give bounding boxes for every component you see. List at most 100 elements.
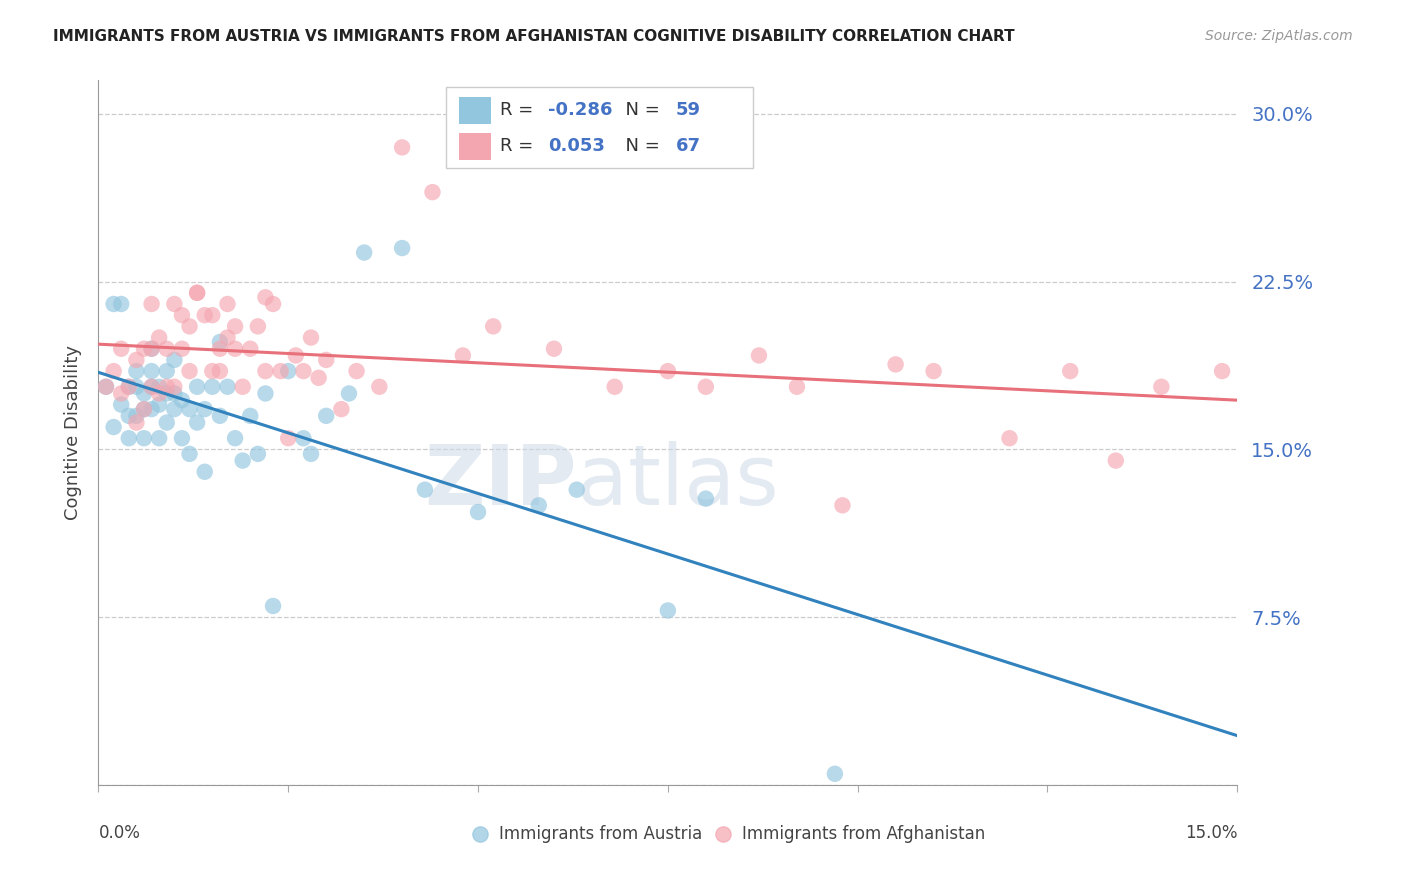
Point bbox=[170, 393, 193, 408]
Point bbox=[194, 465, 217, 479]
Point bbox=[170, 431, 193, 445]
Point bbox=[451, 348, 474, 362]
Point bbox=[201, 380, 224, 394]
Point bbox=[194, 308, 217, 322]
Point bbox=[156, 386, 179, 401]
Point bbox=[224, 342, 246, 356]
Point bbox=[824, 766, 846, 780]
Point bbox=[292, 431, 315, 445]
Point bbox=[217, 380, 239, 394]
Point bbox=[884, 358, 907, 372]
Point bbox=[315, 352, 337, 367]
Point bbox=[186, 285, 208, 300]
Point bbox=[1059, 364, 1081, 378]
Point bbox=[246, 447, 269, 461]
Point bbox=[308, 371, 330, 385]
Text: 0.0%: 0.0% bbox=[98, 823, 141, 842]
Text: atlas: atlas bbox=[576, 442, 779, 523]
Point bbox=[141, 342, 163, 356]
Point bbox=[110, 386, 132, 401]
Point bbox=[118, 380, 141, 394]
Point bbox=[292, 364, 315, 378]
Point bbox=[179, 447, 201, 461]
Point bbox=[270, 364, 292, 378]
Point bbox=[179, 364, 201, 378]
Point bbox=[330, 402, 353, 417]
Text: N =: N = bbox=[614, 101, 666, 119]
Text: R =: R = bbox=[501, 136, 546, 155]
Point bbox=[132, 431, 155, 445]
Point bbox=[141, 380, 163, 394]
Point bbox=[186, 285, 208, 300]
Point bbox=[657, 603, 679, 617]
Point bbox=[748, 348, 770, 362]
Point bbox=[179, 319, 201, 334]
Point bbox=[148, 380, 170, 394]
Text: IMMIGRANTS FROM AUSTRIA VS IMMIGRANTS FROM AFGHANISTAN COGNITIVE DISABILITY CORR: IMMIGRANTS FROM AUSTRIA VS IMMIGRANTS FR… bbox=[53, 29, 1015, 44]
Point bbox=[413, 483, 436, 497]
Point bbox=[179, 402, 201, 417]
Point bbox=[110, 342, 132, 356]
Point bbox=[695, 380, 717, 394]
Point bbox=[103, 364, 125, 378]
Point bbox=[208, 334, 231, 349]
Point bbox=[353, 245, 375, 260]
Point bbox=[170, 308, 193, 322]
Point bbox=[141, 402, 163, 417]
Point bbox=[148, 330, 170, 344]
Point bbox=[170, 342, 193, 356]
Point bbox=[163, 380, 186, 394]
Point bbox=[141, 342, 163, 356]
Point bbox=[125, 409, 148, 423]
Point bbox=[208, 342, 231, 356]
Point bbox=[391, 140, 413, 154]
Point bbox=[201, 364, 224, 378]
Point bbox=[467, 505, 489, 519]
Point bbox=[603, 380, 626, 394]
Point bbox=[1150, 380, 1173, 394]
Y-axis label: Cognitive Disability: Cognitive Disability bbox=[63, 345, 82, 520]
Point bbox=[224, 319, 246, 334]
Point bbox=[148, 431, 170, 445]
Point bbox=[110, 398, 132, 412]
Point bbox=[1105, 453, 1128, 467]
FancyBboxPatch shape bbox=[446, 87, 754, 169]
Point bbox=[284, 348, 307, 362]
Point bbox=[148, 398, 170, 412]
Point bbox=[163, 352, 186, 367]
Point bbox=[103, 420, 125, 434]
Point bbox=[246, 319, 269, 334]
Point bbox=[118, 409, 141, 423]
Point bbox=[254, 364, 277, 378]
Point bbox=[254, 290, 277, 304]
Point bbox=[94, 380, 117, 394]
Point bbox=[657, 364, 679, 378]
Point bbox=[239, 409, 262, 423]
Bar bbox=[460, 133, 491, 160]
Point bbox=[543, 342, 565, 356]
Point bbox=[262, 297, 284, 311]
Point bbox=[141, 364, 163, 378]
Point bbox=[132, 402, 155, 417]
Text: 15.0%: 15.0% bbox=[1185, 823, 1237, 842]
Point bbox=[277, 364, 299, 378]
Point bbox=[156, 416, 179, 430]
Point bbox=[156, 364, 179, 378]
Point bbox=[125, 380, 148, 394]
Point bbox=[208, 364, 231, 378]
Point bbox=[118, 380, 141, 394]
Point bbox=[232, 453, 254, 467]
Point bbox=[391, 241, 413, 255]
Point bbox=[132, 386, 155, 401]
Point bbox=[163, 402, 186, 417]
Point bbox=[217, 330, 239, 344]
Point bbox=[482, 319, 505, 334]
Point bbox=[254, 386, 277, 401]
Text: ZIP: ZIP bbox=[425, 442, 576, 523]
Point bbox=[922, 364, 945, 378]
Point bbox=[103, 297, 125, 311]
Point bbox=[186, 380, 208, 394]
Point bbox=[262, 599, 284, 613]
Point bbox=[132, 342, 155, 356]
Point bbox=[194, 402, 217, 417]
